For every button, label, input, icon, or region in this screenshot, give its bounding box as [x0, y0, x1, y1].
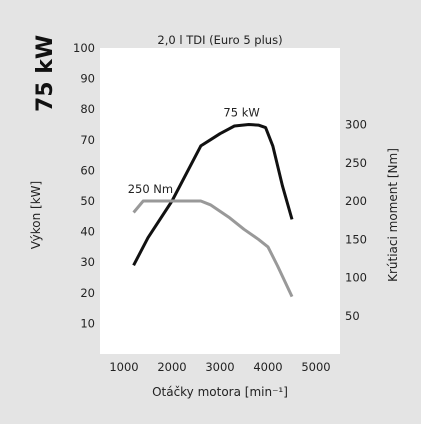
torque-annotation: 250 Nm — [128, 182, 173, 196]
y-axis-left-label: Výkon [kW] — [29, 181, 43, 249]
y-right-tick-label: 250 — [345, 156, 367, 170]
power-annotation: 75 kW — [223, 105, 259, 119]
x-tick-label: 5000 — [301, 360, 330, 374]
y-left-tick-label: 100 — [73, 41, 95, 55]
power-badge: 75 kW — [33, 35, 58, 112]
x-tick-label: 2000 — [157, 360, 186, 374]
y-right-tick-label: 150 — [345, 232, 367, 246]
x-tick-label: 3000 — [205, 360, 234, 374]
y-axis-right-label: Krútiaci moment [Nm] — [386, 148, 400, 282]
y-left-tick-label: 50 — [80, 194, 95, 208]
y-right-tick-label: 50 — [345, 309, 360, 323]
chart-title: 2,0 l TDI (Euro 5 plus) — [157, 33, 282, 47]
y-left-tick-label: 90 — [80, 72, 95, 86]
tick-labels: 1000 2000 3000 4000 5000 10 20 30 40 50 60 70 80 90 10… — [73, 41, 367, 374]
y-left-tick-label: 40 — [80, 225, 95, 239]
series-annotations: 250 Nm 75 kW — [128, 105, 260, 195]
x-tick-label: 4000 — [253, 360, 282, 374]
y-left-tick-label: 80 — [80, 102, 95, 116]
y-right-tick-label: 200 — [345, 194, 367, 208]
y-left-tick-label: 70 — [80, 133, 95, 147]
x-tick-label: 1000 — [109, 360, 138, 374]
y-right-tick-label: 300 — [345, 118, 367, 132]
y-right-tick-label: 100 — [345, 271, 367, 285]
y-left-tick-label: 60 — [80, 163, 95, 177]
series-lines — [132, 123, 294, 298]
x-axis-label: Otáčky motora [min⁻¹] — [152, 385, 288, 399]
y-left-tick-label: 10 — [80, 316, 95, 330]
y-left-tick-label: 20 — [80, 286, 95, 300]
torque-line — [132, 199, 294, 298]
plot-area — [100, 48, 340, 354]
y-left-tick-label: 30 — [80, 255, 95, 269]
